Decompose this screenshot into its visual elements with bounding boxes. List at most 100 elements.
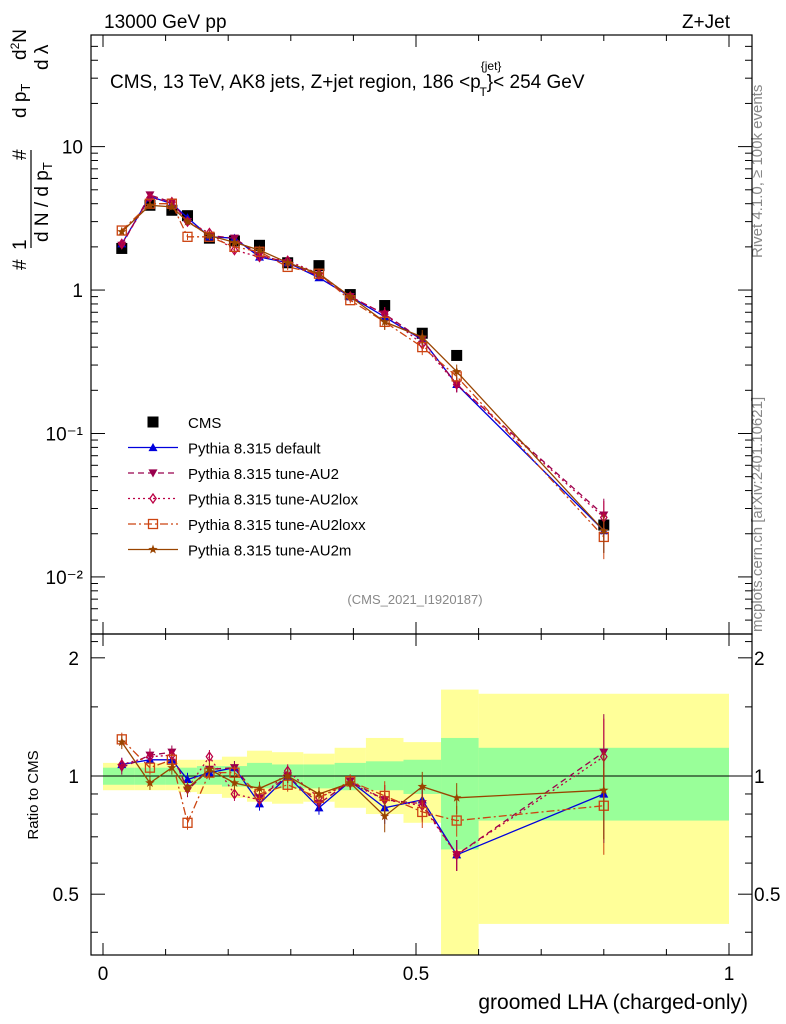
ratio-frame (90, 633, 753, 956)
point-au2loxx (182, 231, 193, 242)
plot-title: CMS, 13 TeV, AK8 jets, Z+jet region, 186… (110, 59, 585, 99)
point-au2m (599, 525, 609, 535)
point-cms (451, 349, 463, 361)
point-au2m (182, 216, 193, 226)
ratio-tick-label: 0.5 (53, 885, 79, 906)
y-label-hash1: # (10, 259, 31, 270)
ratio-point-au2loxx (417, 806, 428, 818)
process-label: Z+Jet (682, 12, 731, 33)
legend-label-cms: CMS (188, 415, 221, 432)
energy-label: 13000 GeV pp (104, 12, 227, 33)
ratio-point-au2m (145, 778, 155, 787)
legend-marker-default (148, 443, 158, 452)
rivet-version: Rivet 4.1.0, ≥ 100k events (749, 85, 766, 258)
ratio-point-au2m (117, 737, 127, 747)
x-tick-label: 0 (98, 964, 109, 985)
point-au2lox (452, 378, 461, 391)
point-au2m (254, 245, 265, 255)
point-au2m (283, 257, 293, 267)
point-au2m (117, 226, 127, 236)
y-tick-label: 10⁻¹ (46, 424, 84, 445)
y-tick-label: 10⁻² (46, 568, 84, 589)
legend-label-au2: Pythia 8.315 tune-AU2 (188, 466, 339, 483)
point-cms (166, 204, 178, 216)
ratio-point-au2m (167, 762, 177, 772)
y-axis-label-ratio: Ratio to CMS (25, 750, 42, 839)
data-marks (116, 191, 610, 871)
x-tick-label: 1 (724, 964, 735, 985)
ratio-line-au2loxx (121, 738, 604, 825)
y-label-d2n: d2N (8, 29, 31, 60)
point-au2lox (255, 251, 264, 263)
y-tick-label: 10 (62, 138, 83, 159)
x-axis-label: groomed LHA (charged-only) (478, 991, 748, 1014)
ratio-point-au2m (599, 785, 609, 795)
ratio-point-au2lox (117, 758, 126, 771)
ratio-point-au2m (283, 771, 293, 780)
ratio-point-au2m (380, 811, 390, 821)
ratio-tick-label: 1 (68, 767, 79, 788)
ratio-point-au2m (254, 783, 265, 793)
point-au2m (345, 291, 355, 301)
ratio-point-au2m (204, 764, 215, 774)
ratio-point-au2loxx (144, 762, 156, 773)
ratio-point-au2m (345, 778, 355, 787)
point-au2m (167, 201, 177, 211)
legend-label-au2lox: Pythia 8.315 tune-AU2lox (188, 492, 359, 509)
point-au2loxx (116, 225, 127, 236)
ratio-point-au2lox (205, 751, 214, 763)
inner-band (441, 737, 479, 850)
ratio-point-au2lox (230, 788, 239, 800)
x-tick-label: 0.5 (403, 964, 429, 985)
ratio-line-au2 (121, 751, 605, 856)
legend-marker-au2loxx (147, 518, 159, 530)
point-cms (313, 260, 325, 272)
point-au2m (314, 268, 324, 278)
point-au2lox (230, 244, 239, 256)
y-label-dlambda: d λ (32, 44, 53, 70)
ratio-point-au2m (229, 778, 240, 787)
ratio-point-au2m (452, 792, 462, 802)
point-au2m (145, 200, 155, 210)
ratio-point-au2lox (452, 849, 461, 861)
ratio-point-au2loxx (451, 815, 462, 826)
uncertainty-bands (91, 689, 752, 955)
legend: CMS Pythia 8.315 default Pythia 8.315 tune… (128, 415, 366, 560)
legend-marker-au2m (148, 544, 158, 554)
ratio-tick-label: 2 (68, 649, 79, 670)
point-au2lox (117, 238, 126, 250)
ratio-point-au2m (417, 781, 427, 791)
legend-label-au2loxx: Pythia 8.315 tune-AU2loxx (188, 517, 366, 534)
point-au2m (417, 332, 427, 342)
ratio-point-au2loxx (379, 790, 390, 802)
legend-marker-au2lox (149, 492, 157, 505)
point-au2m (452, 366, 462, 376)
ratio-tick-label-right: 0.5 (754, 885, 780, 906)
line-au2loxx (121, 203, 605, 538)
y-axis-label-main: # 1 d N / d pT # d pT d2N d λ (8, 29, 55, 270)
point-au2m (380, 316, 390, 326)
y-tick-label: 1 (72, 281, 83, 302)
axes: 0 0.5 1 10⁻² 10⁻¹ 1 10 0.5 0.5 1 1 2 2 (46, 34, 780, 985)
legend-marker-cms (147, 416, 159, 428)
y-label-one: 1 (10, 239, 31, 250)
ratio-tick-label-right: 1 (754, 767, 765, 788)
series-au2m (117, 200, 609, 840)
ratio-point-default (183, 774, 193, 784)
legend-label-default: Pythia 8.315 default (188, 441, 321, 458)
legend-marker-au2 (148, 469, 158, 478)
ratio-tick-label-right: 2 (754, 649, 765, 670)
mcplots-credit: mcplots.cern.ch [arXiv:2401.10621] (749, 397, 766, 632)
ratio-point-au2m (314, 789, 324, 798)
analysis-id: (CMS_2021_I1920187) (347, 592, 482, 607)
y-label-dpt: d pT (10, 84, 33, 118)
y-label-hash2: # (10, 149, 31, 160)
ratio-point-au2loxx (182, 817, 193, 828)
point-cms (379, 300, 391, 312)
line-au2m (121, 204, 605, 532)
point-au2m (204, 230, 215, 240)
legend-label-au2m: Pythia 8.315 tune-AU2m (188, 543, 351, 560)
ratio-point-au2m (182, 783, 193, 793)
point-au2m (229, 237, 240, 247)
